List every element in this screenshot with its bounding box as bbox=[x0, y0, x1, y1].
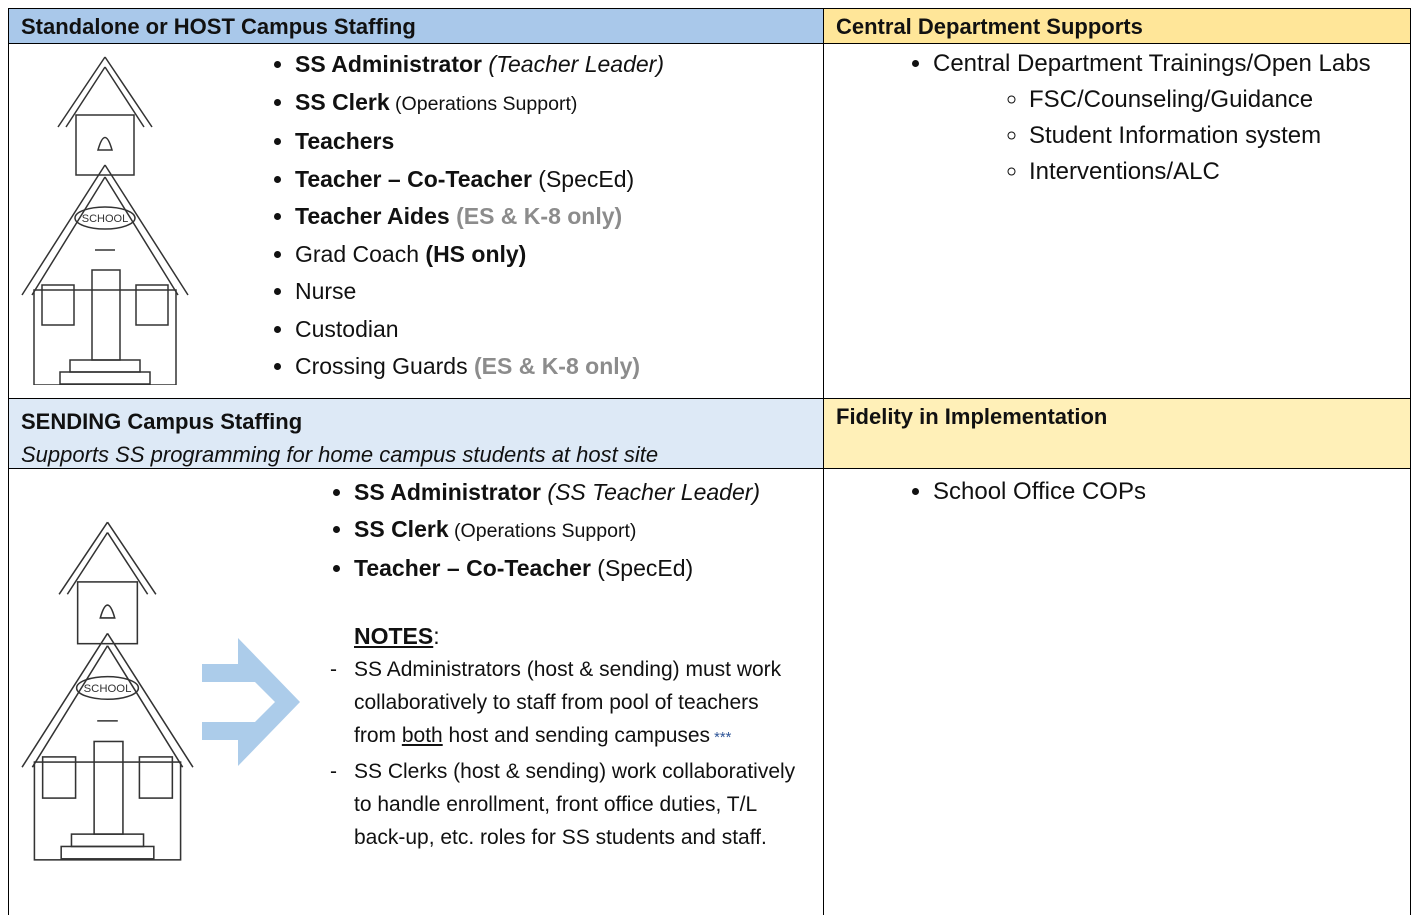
fidelity-list: School Office COPs bbox=[900, 474, 1146, 510]
text-run: (SpecEd) bbox=[531, 165, 635, 192]
list-item: SS Clerks (host & sending) work collabor… bbox=[326, 755, 806, 854]
header-left: Standalone or HOST Campus Staffing bbox=[21, 14, 416, 39]
list-item: SS Administrator (SS Teacher Leader) bbox=[354, 474, 760, 511]
list-item: Nurse bbox=[295, 273, 664, 311]
text-run: SS Administrator bbox=[354, 479, 542, 505]
text-run: (Teacher Leader) bbox=[482, 51, 664, 77]
text-run: SS Clerks (host & sending) work collabor… bbox=[354, 760, 796, 849]
icon-label: SCHOOL bbox=[82, 213, 128, 225]
text-run: (Operations Support) bbox=[448, 520, 637, 542]
list-item: SS Administrators (host & sending) must … bbox=[326, 653, 806, 755]
list-item: Teacher Aides (ES & K-8 only) bbox=[295, 198, 664, 236]
sub-list: FSC/Counseling/GuidanceStudent Informati… bbox=[979, 82, 1403, 190]
sub-item: Student Information system bbox=[1029, 118, 1403, 154]
sub-item: FSC/Counseling/Guidance bbox=[1029, 82, 1403, 118]
text-run: *** bbox=[710, 730, 732, 746]
text-run: Nurse bbox=[295, 278, 357, 304]
text-run: both bbox=[401, 724, 443, 747]
text-run: Custodian bbox=[295, 315, 399, 342]
list-item: Teacher – Co-Teacher (SpecEd) bbox=[295, 161, 664, 199]
list-item: Grad Coach (HS only) bbox=[295, 236, 664, 274]
text-run: SS Clerk bbox=[295, 88, 390, 115]
text-run: Teacher – Co-Teacher bbox=[354, 555, 591, 581]
list-item: Teachers bbox=[295, 123, 664, 161]
header-cell: SENDING Campus Staffing Supports SS prog… bbox=[8, 398, 824, 469]
arrow bbox=[202, 638, 300, 766]
notes-title: NOTES: bbox=[354, 620, 806, 653]
text-run: (ES & K-8 only) bbox=[449, 203, 623, 229]
list-item: Teacher – Co-Teacher (SpecEd) bbox=[354, 550, 760, 587]
text-run: (HS only) bbox=[419, 240, 527, 267]
header-cell: Central Department Supports bbox=[823, 8, 1411, 44]
fidelity-header: Fidelity in Implementation bbox=[836, 404, 1108, 429]
text-run: SS Administrator bbox=[295, 51, 483, 77]
text-run: Crossing Guards bbox=[295, 353, 468, 379]
notes-list: SS Administrators (host & sending) must … bbox=[326, 653, 806, 854]
list-item: SS Clerk (Operations Support) bbox=[354, 511, 760, 550]
list-item: SS Administrator (Teacher Leader) bbox=[295, 46, 664, 84]
central-supports-list: Central Department Trainings/Open Labs FS… bbox=[900, 46, 1403, 190]
text-run: (SS Teacher Leader) bbox=[541, 479, 761, 505]
notes: NOTES: SS Administrators (host & sending… bbox=[326, 620, 806, 854]
text-run: Teacher Aides bbox=[295, 203, 450, 229]
host-staff-list: SS Administrator (Teacher Leader)SS Cler… bbox=[260, 46, 664, 386]
text-run: SS Clerk bbox=[354, 516, 449, 542]
text-run: SS Administrators (host & sending) must … bbox=[354, 658, 782, 747]
sending-header: SENDING Campus Staffing bbox=[21, 409, 303, 434]
header-right: Central Department Supports bbox=[836, 14, 1143, 39]
list-item: SS Clerk (Operations Support) bbox=[295, 84, 664, 124]
text-run: Teacher – Co-Teacher bbox=[295, 165, 532, 192]
header-cell: Fidelity in Implementation bbox=[823, 398, 1411, 469]
text-run: (Operations Support) bbox=[389, 92, 578, 115]
text-run: (SpecEd) bbox=[590, 555, 694, 581]
icon-label: SCHOOL bbox=[84, 683, 132, 695]
school-icon: SCHOOL bbox=[21, 521, 194, 861]
text-run: Teachers bbox=[295, 128, 395, 154]
list-item: Custodian bbox=[295, 311, 664, 349]
sending-staff-list: SS Administrator (SS Teacher Leader)SS C… bbox=[330, 474, 760, 587]
school-icon: SCHOOL bbox=[21, 56, 189, 385]
list-item: Central Department Trainings/Open Labs FS… bbox=[933, 46, 1403, 190]
text-run: host and sending campuses bbox=[442, 724, 711, 747]
header-cell: Standalone or HOST Campus Staffing bbox=[8, 8, 824, 44]
item-text: Central Department Trainings/Open Labs bbox=[933, 50, 1371, 77]
text-run: Grad Coach bbox=[295, 240, 420, 267]
sending-subheader: Supports SS programming for home campus … bbox=[21, 442, 659, 467]
text-run: (ES & K-8 only) bbox=[467, 353, 641, 379]
list-item: School Office COPs bbox=[933, 474, 1146, 510]
text-run: NOTES bbox=[354, 623, 434, 649]
list-item: Crossing Guards (ES & K-8 only) bbox=[295, 348, 664, 386]
sub-item: Interventions/ALC bbox=[1029, 154, 1403, 190]
body-cell bbox=[823, 468, 1411, 915]
text-run: : bbox=[433, 623, 440, 649]
